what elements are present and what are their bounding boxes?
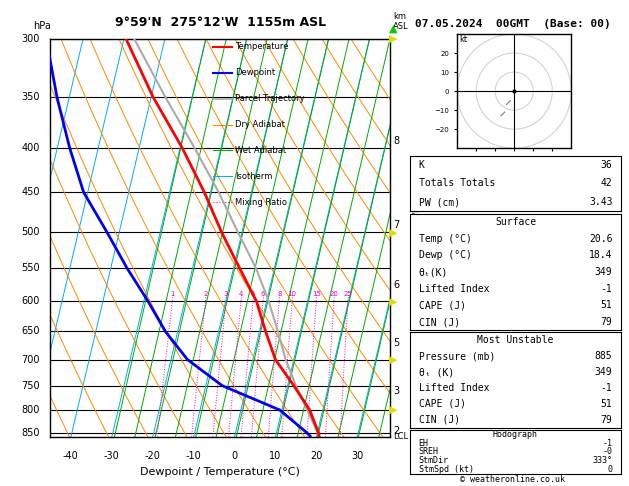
Text: CIN (J): CIN (J) bbox=[418, 415, 460, 425]
Text: 750: 750 bbox=[21, 381, 40, 391]
Text: Hodograph: Hodograph bbox=[493, 430, 538, 439]
Text: 25: 25 bbox=[343, 291, 352, 297]
Text: 10: 10 bbox=[287, 291, 297, 297]
Text: 36: 36 bbox=[601, 160, 613, 170]
Text: -30: -30 bbox=[104, 451, 120, 461]
Text: ▶: ▶ bbox=[389, 354, 398, 364]
Text: CAPE (J): CAPE (J) bbox=[418, 300, 465, 311]
Text: CAPE (J): CAPE (J) bbox=[418, 399, 465, 409]
Text: Dewpoint: Dewpoint bbox=[235, 68, 276, 77]
Text: 10: 10 bbox=[269, 451, 282, 461]
Text: SREH: SREH bbox=[418, 448, 438, 456]
Text: 800: 800 bbox=[22, 405, 40, 415]
Text: 07.05.2024  00GMT  (Base: 00): 07.05.2024 00GMT (Base: 00) bbox=[415, 19, 611, 30]
Text: 333°: 333° bbox=[593, 456, 613, 465]
Text: 8: 8 bbox=[277, 291, 282, 297]
Text: 3: 3 bbox=[224, 291, 228, 297]
Text: 8: 8 bbox=[393, 136, 399, 146]
Text: θₜ (K): θₜ (K) bbox=[418, 367, 454, 377]
Text: 20.6: 20.6 bbox=[589, 234, 613, 244]
Text: -1: -1 bbox=[601, 284, 613, 294]
Text: 0: 0 bbox=[231, 451, 238, 461]
Text: 550: 550 bbox=[21, 263, 40, 273]
Text: ▶: ▶ bbox=[389, 296, 398, 306]
Text: 9°59'N  275°12'W  1155m ASL: 9°59'N 275°12'W 1155m ASL bbox=[114, 16, 326, 29]
Text: ▶: ▶ bbox=[389, 227, 398, 237]
Text: Mixing Ratio (g/kg): Mixing Ratio (g/kg) bbox=[413, 198, 421, 278]
Text: 5: 5 bbox=[393, 338, 399, 348]
Text: 5: 5 bbox=[251, 291, 255, 297]
Text: hPa: hPa bbox=[33, 21, 51, 31]
Text: 42: 42 bbox=[601, 178, 613, 189]
Text: Lifted Index: Lifted Index bbox=[418, 284, 489, 294]
Text: PW (cm): PW (cm) bbox=[418, 197, 460, 207]
Text: LCL: LCL bbox=[393, 432, 408, 441]
Text: 650: 650 bbox=[21, 327, 40, 336]
Text: Isotherm: Isotherm bbox=[235, 172, 273, 181]
Text: ▲: ▲ bbox=[389, 24, 398, 34]
Text: 4: 4 bbox=[239, 291, 243, 297]
Text: -10: -10 bbox=[186, 451, 201, 461]
Text: 0: 0 bbox=[608, 465, 613, 474]
Text: 350: 350 bbox=[21, 92, 40, 102]
Text: 450: 450 bbox=[21, 187, 40, 197]
Text: Dewp (°C): Dewp (°C) bbox=[418, 250, 471, 260]
Text: 6: 6 bbox=[393, 280, 399, 290]
Text: Dewpoint / Temperature (°C): Dewpoint / Temperature (°C) bbox=[140, 468, 300, 477]
Text: Temperature: Temperature bbox=[235, 42, 289, 52]
Text: Parcel Trajectory: Parcel Trajectory bbox=[235, 94, 305, 103]
Text: -0: -0 bbox=[603, 448, 613, 456]
Text: -1: -1 bbox=[603, 439, 613, 448]
Text: Pressure (mb): Pressure (mb) bbox=[418, 351, 495, 361]
Text: 349: 349 bbox=[595, 367, 613, 377]
Text: 51: 51 bbox=[601, 399, 613, 409]
Text: Wet Adiabat: Wet Adiabat bbox=[235, 146, 287, 155]
Text: StmSpd (kt): StmSpd (kt) bbox=[418, 465, 474, 474]
Text: 20: 20 bbox=[310, 451, 323, 461]
Text: 600: 600 bbox=[22, 296, 40, 306]
Text: ▶: ▶ bbox=[389, 405, 398, 415]
Text: -40: -40 bbox=[63, 451, 79, 461]
Text: 300: 300 bbox=[22, 34, 40, 44]
Text: Dry Adiabat: Dry Adiabat bbox=[235, 120, 286, 129]
Text: 51: 51 bbox=[601, 300, 613, 311]
Text: 885: 885 bbox=[595, 351, 613, 361]
Text: StmDir: StmDir bbox=[418, 456, 448, 465]
Text: Lifted Index: Lifted Index bbox=[418, 383, 489, 393]
Text: 3: 3 bbox=[393, 385, 399, 396]
Text: 30: 30 bbox=[351, 451, 364, 461]
Text: 2: 2 bbox=[203, 291, 208, 297]
Text: 3.43: 3.43 bbox=[589, 197, 613, 207]
Text: -1: -1 bbox=[601, 383, 613, 393]
Text: © weatheronline.co.uk: © weatheronline.co.uk bbox=[460, 474, 565, 484]
Text: 20: 20 bbox=[330, 291, 338, 297]
Text: 15: 15 bbox=[312, 291, 321, 297]
Text: 349: 349 bbox=[595, 267, 613, 277]
Text: K: K bbox=[418, 160, 425, 170]
Text: θₜ(K): θₜ(K) bbox=[418, 267, 448, 277]
Text: 500: 500 bbox=[21, 227, 40, 237]
Text: Most Unstable: Most Unstable bbox=[477, 335, 554, 346]
Text: EH: EH bbox=[418, 439, 428, 448]
Text: 18.4: 18.4 bbox=[589, 250, 613, 260]
Text: -20: -20 bbox=[145, 451, 160, 461]
Text: 850: 850 bbox=[21, 428, 40, 438]
Text: 79: 79 bbox=[601, 415, 613, 425]
Text: 79: 79 bbox=[601, 317, 613, 327]
Text: 700: 700 bbox=[21, 354, 40, 364]
Text: 400: 400 bbox=[22, 143, 40, 153]
Text: Temp (°C): Temp (°C) bbox=[418, 234, 471, 244]
Text: km
ASL: km ASL bbox=[393, 12, 409, 31]
Text: 7: 7 bbox=[393, 220, 399, 229]
Text: Mixing Ratio: Mixing Ratio bbox=[235, 198, 287, 207]
Text: 6: 6 bbox=[261, 291, 265, 297]
Text: 1: 1 bbox=[170, 291, 175, 297]
Text: CIN (J): CIN (J) bbox=[418, 317, 460, 327]
Text: 2: 2 bbox=[393, 426, 399, 436]
Text: kt: kt bbox=[459, 35, 467, 44]
Text: Surface: Surface bbox=[495, 217, 536, 227]
Text: ▶: ▶ bbox=[389, 34, 398, 44]
Text: Totals Totals: Totals Totals bbox=[418, 178, 495, 189]
